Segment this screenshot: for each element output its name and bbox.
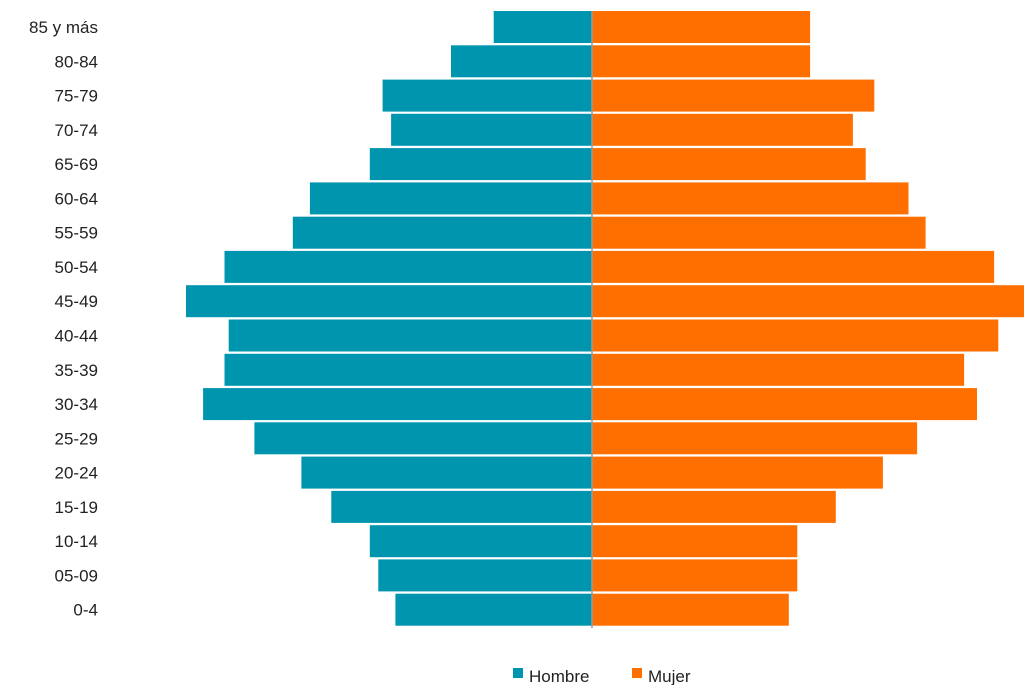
bar-hombre-50-54 — [224, 250, 592, 283]
category-label-70-74: 70-74 — [55, 121, 98, 140]
bar-mujer-20-24 — [592, 456, 883, 489]
category-labels: 0-4 05-09 10-14 15-19 20-24 25-29 30-34 35-39 40… — [29, 18, 98, 620]
bar-mujer-85-y-más — [592, 11, 811, 43]
bar-hombre-40-44 — [228, 319, 592, 352]
bar-mujer-75-79 — [592, 79, 875, 112]
bar-mujer-25-29 — [592, 422, 918, 455]
category-label-05-09: 05-09 — [55, 566, 98, 585]
legend-label-mujer: Mujer — [648, 667, 691, 685]
bar-hombre-30-34 — [203, 388, 592, 421]
category-label-60-64: 60-64 — [55, 189, 98, 208]
bar-hombre-60-64 — [309, 182, 592, 215]
bar-hombre-75-79 — [382, 79, 592, 112]
bar-mujer-15-19 — [592, 490, 836, 523]
category-label-40-44: 40-44 — [55, 327, 98, 346]
legend-label-hombre: Hombre — [529, 667, 589, 685]
bar-mujer-40-44 — [592, 319, 999, 352]
category-label-85-y-más: 85 y más — [29, 18, 98, 37]
category-label-10-14: 10-14 — [55, 532, 98, 551]
category-label-20-24: 20-24 — [55, 464, 98, 483]
bar-mujer-0-4 — [592, 593, 789, 626]
bar-hombre-25-29 — [254, 422, 592, 455]
category-label-45-49: 45-49 — [55, 292, 98, 311]
category-label-55-59: 55-59 — [55, 224, 98, 243]
bar-hombre-0-4 — [395, 593, 592, 626]
bar-mujer-60-64 — [592, 182, 909, 215]
bar-hombre-20-24 — [301, 456, 592, 489]
bar-hombre-85-y-más — [493, 11, 592, 43]
category-label-50-54: 50-54 — [55, 258, 98, 277]
category-label-65-69: 65-69 — [55, 155, 98, 174]
bar-mujer-50-54 — [592, 250, 995, 283]
bar-hombre-65-69 — [369, 148, 592, 181]
category-label-75-79: 75-79 — [55, 87, 98, 106]
bar-mujer-45-49 — [592, 285, 1024, 318]
legend-swatch-mujer — [632, 668, 642, 678]
bar-mujer-05-09 — [592, 559, 798, 592]
bar-mujer-30-34 — [592, 388, 977, 421]
bar-hombre-70-74 — [391, 113, 592, 146]
bar-mujer-35-39 — [592, 353, 965, 386]
bar-hombre-55-59 — [292, 216, 592, 249]
category-label-30-34: 30-34 — [55, 395, 98, 414]
legend-swatch-hombre — [513, 668, 523, 678]
category-label-25-29: 25-29 — [55, 429, 98, 448]
bar-mujer-65-69 — [592, 148, 866, 181]
category-label-35-39: 35-39 — [55, 361, 98, 380]
category-label-15-19: 15-19 — [55, 498, 98, 517]
bar-hombre-80-84 — [451, 45, 592, 78]
bar-mujer-70-74 — [592, 113, 853, 146]
bar-hombre-35-39 — [224, 353, 592, 386]
bar-hombre-15-19 — [331, 490, 592, 523]
bars-layer — [186, 11, 1024, 626]
bar-hombre-45-49 — [186, 285, 592, 318]
bar-mujer-55-59 — [592, 216, 926, 249]
bar-mujer-80-84 — [592, 45, 811, 78]
category-label-80-84: 80-84 — [55, 52, 98, 71]
bar-hombre-10-14 — [369, 525, 592, 558]
bar-hombre-05-09 — [378, 559, 592, 592]
legend: Hombre Mujer — [513, 667, 691, 685]
category-label-0-4: 0-4 — [73, 601, 98, 620]
bar-mujer-10-14 — [592, 525, 798, 558]
